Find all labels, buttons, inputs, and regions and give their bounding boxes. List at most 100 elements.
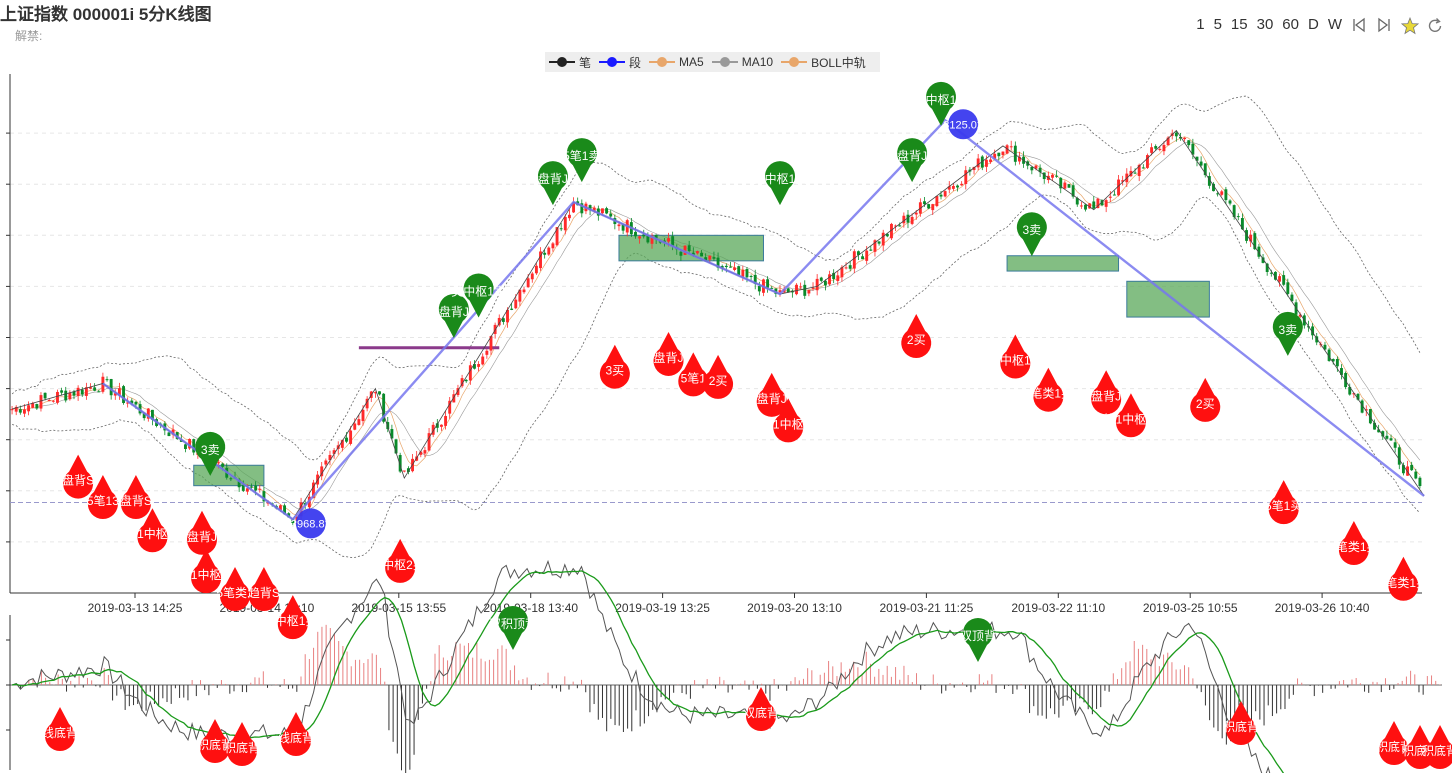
candle xyxy=(1141,167,1145,169)
candle xyxy=(1385,435,1389,439)
candle xyxy=(551,243,555,249)
macd-buy-marker: 积底背 xyxy=(1376,721,1412,765)
legend-item-ma5[interactable]: MA5 xyxy=(649,55,704,69)
buy-signal-marker: 类中枢1买 xyxy=(988,334,1043,379)
x-tick-label: 2019-03-22 11:10 xyxy=(1011,601,1105,615)
candle xyxy=(109,378,113,396)
grid xyxy=(6,74,1422,594)
candle xyxy=(1195,156,1199,161)
sell-signal-marker: 3卖 xyxy=(1016,212,1047,257)
legend-item-boll-mid[interactable]: BOLL中轨 xyxy=(781,54,866,71)
candle xyxy=(642,234,646,237)
candle xyxy=(753,274,757,284)
candle xyxy=(1340,368,1343,375)
period-15min-button[interactable]: 15 xyxy=(1230,16,1248,33)
buy-signal-marker: 5笔13 xyxy=(87,475,119,520)
marker-pin xyxy=(280,712,311,756)
x-tick-label: 2019-03-26 10:40 xyxy=(1275,601,1370,615)
candle xyxy=(188,438,192,449)
legend-item-bi[interactable]: 笔 xyxy=(549,54,591,71)
period-1min-button[interactable]: 1 xyxy=(1196,16,1205,33)
candle xyxy=(283,505,287,515)
candle xyxy=(1373,422,1376,430)
marker-pin xyxy=(963,618,994,662)
skip-back-icon[interactable] xyxy=(1351,17,1367,33)
candle xyxy=(1034,165,1038,169)
candle xyxy=(530,273,534,280)
candle xyxy=(1117,179,1120,196)
x-tick-label: 2019-03-21 11:25 xyxy=(879,601,973,615)
period-30min-button[interactable]: 30 xyxy=(1256,16,1274,33)
candle xyxy=(1401,465,1405,474)
candle xyxy=(712,257,716,259)
candle xyxy=(386,422,390,430)
candle xyxy=(217,462,220,464)
marker-pin xyxy=(537,161,568,206)
candle xyxy=(1166,137,1170,146)
candle xyxy=(324,460,328,465)
candle xyxy=(1323,344,1327,350)
legend-label: 段 xyxy=(629,55,642,70)
candle xyxy=(1191,143,1195,155)
candle xyxy=(501,318,505,322)
candle xyxy=(1096,198,1100,209)
legend-item-ma10[interactable]: MA10 xyxy=(711,55,773,69)
marker-label: 3卖 xyxy=(1278,323,1297,337)
candle xyxy=(245,488,249,492)
skip-forward-icon[interactable] xyxy=(1376,17,1392,33)
candle xyxy=(984,159,988,167)
marker-pin xyxy=(120,475,151,520)
candle xyxy=(898,225,902,227)
candle xyxy=(1410,464,1414,471)
candle xyxy=(14,406,18,412)
candle xyxy=(382,393,386,422)
candle xyxy=(221,463,225,467)
candle xyxy=(47,399,51,401)
period-60min-button[interactable]: 60 xyxy=(1282,16,1299,33)
marker-label: 5笔1买 xyxy=(1265,498,1302,513)
candle xyxy=(1063,182,1067,189)
refresh-icon[interactable] xyxy=(1426,17,1442,33)
candle xyxy=(1389,438,1393,441)
marker-pin xyxy=(566,138,597,183)
candle xyxy=(1150,147,1154,153)
candle xyxy=(312,482,315,499)
marker-label: 盘背S xyxy=(120,493,152,508)
marker-label: 5笔类1买 xyxy=(1024,386,1073,401)
candle xyxy=(1298,314,1302,317)
candle xyxy=(840,267,844,278)
period-week-button[interactable]: W xyxy=(1327,16,1342,33)
candle xyxy=(729,266,732,268)
candle xyxy=(84,387,88,396)
candle xyxy=(923,201,926,205)
candle xyxy=(852,251,856,269)
marker-pin xyxy=(277,595,308,640)
star-icon[interactable] xyxy=(1400,16,1420,34)
sell-signal-marker: 3卖 xyxy=(195,431,226,476)
candle xyxy=(592,207,596,212)
candle xyxy=(737,266,741,275)
candle xyxy=(1327,349,1331,361)
candle xyxy=(1121,180,1125,182)
candle xyxy=(51,400,55,402)
candle xyxy=(931,204,935,211)
candle xyxy=(105,379,109,381)
candle xyxy=(1005,145,1009,154)
candle xyxy=(1059,177,1063,189)
period-day-button[interactable]: D xyxy=(1307,16,1319,33)
duan-line xyxy=(102,118,1425,521)
candle xyxy=(1162,144,1166,152)
marker-pin xyxy=(678,352,709,397)
legend-item-duan[interactable]: 段 xyxy=(599,54,641,71)
candle xyxy=(345,437,348,442)
candle xyxy=(1282,275,1286,285)
candle xyxy=(473,364,476,369)
marker-label: 9笔1中枢1买 xyxy=(754,416,822,431)
candle xyxy=(328,454,332,461)
marker-label: 盘背J xyxy=(187,529,217,544)
buy-signal-marker: 9笔1中枢1买 xyxy=(172,549,240,594)
marker-pin xyxy=(1091,370,1122,415)
candle xyxy=(64,390,68,401)
period-5min-button[interactable]: 5 xyxy=(1213,16,1222,33)
